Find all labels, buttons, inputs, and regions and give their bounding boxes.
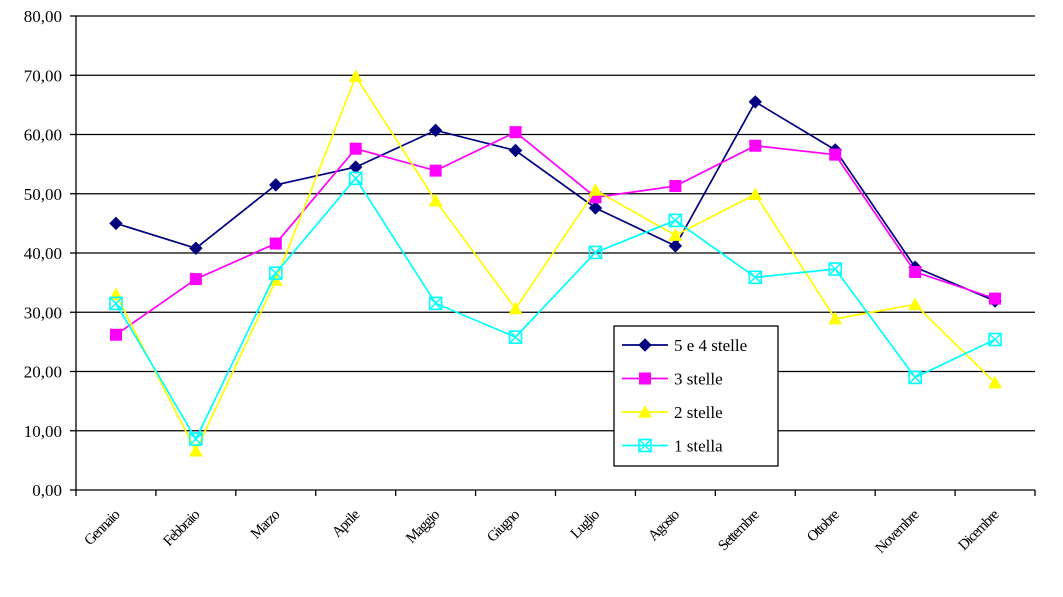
data-point [188, 443, 203, 457]
data-point [348, 69, 363, 83]
data-point [268, 266, 283, 280]
data-point [588, 201, 603, 215]
data-point [109, 216, 123, 231]
legend-item: 2 stelle [622, 403, 723, 422]
series-2 [109, 126, 1002, 341]
data-point [508, 330, 523, 344]
data-point [908, 297, 923, 311]
data-point [748, 270, 763, 285]
data-point [269, 237, 282, 250]
legend-swatch-marker [639, 372, 651, 385]
legend-swatch-marker [638, 338, 652, 352]
data-point [348, 171, 363, 186]
series-line [115, 74, 996, 453]
data-point [748, 95, 762, 109]
series-line [115, 176, 996, 441]
data-point [989, 292, 1002, 305]
y-tick-label: 10,00 [24, 422, 62, 441]
data-point [509, 126, 522, 139]
data-point [829, 148, 842, 161]
x-tick-label: Ottobre [804, 506, 843, 545]
data-point [668, 213, 683, 228]
x-tick-label: Aprile [329, 506, 363, 540]
data-point [189, 241, 203, 255]
legend: 5 e 4 stelle 3 stelle 2 stelle 1 stella [613, 325, 779, 467]
x-tick-label: Maggio [403, 507, 443, 547]
series-1 [109, 95, 1002, 308]
legend-item: 1 stella [622, 437, 723, 456]
y-tick-label: 80,00 [24, 7, 62, 26]
data-point [109, 328, 122, 341]
x-tick-label: Luglio [568, 507, 603, 542]
data-point [428, 193, 443, 207]
data-point [668, 228, 683, 241]
x-tick-label: Giugno [484, 507, 523, 546]
y-tick-label: 20,00 [24, 363, 62, 382]
data-point [349, 142, 362, 155]
series-4 [109, 171, 1002, 446]
y-tick-label: 0,00 [32, 481, 62, 500]
data-point [668, 239, 683, 253]
data-point [428, 296, 443, 311]
legend-label: 3 stelle [674, 370, 723, 389]
data-point [109, 296, 123, 311]
legend-item: 3 stelle [622, 370, 723, 389]
x-tick-label: Gennaio [81, 507, 123, 549]
y-tick-label: 50,00 [24, 185, 62, 204]
data-point [749, 139, 762, 152]
data-point [428, 123, 443, 138]
y-tick-label: 40,00 [24, 244, 62, 263]
legend-label: 5 e 4 stelle [674, 336, 747, 355]
series-3 [108, 69, 1003, 457]
data-point [189, 273, 202, 286]
data-point [269, 178, 283, 192]
x-tick-label: Febbraio [160, 507, 203, 550]
data-point [988, 332, 1002, 347]
legend-item: 5 e 4 stelle [622, 336, 747, 355]
legend-label: 1 stella [674, 437, 723, 456]
data-point [508, 301, 523, 315]
x-tick-label: Agosto [645, 507, 682, 544]
data-point [508, 143, 523, 158]
series-line [115, 131, 996, 336]
x-tick-label: Novembre [873, 506, 923, 556]
data-point [828, 262, 843, 276]
y-tick-label: 60,00 [24, 126, 62, 145]
legend-label: 2 stelle [674, 403, 723, 422]
series-line [115, 100, 996, 302]
data-point [669, 180, 682, 193]
x-tick-label: Settembre [715, 506, 763, 554]
data-point [828, 311, 843, 325]
gridlines [76, 15, 1035, 432]
legend-swatch-marker [638, 405, 652, 418]
data-point [588, 183, 603, 196]
y-tick-label: 30,00 [24, 303, 62, 322]
data-point [909, 265, 922, 278]
data-point [988, 375, 1003, 389]
x-tick-label: Marzo [248, 507, 283, 542]
legend-swatch-marker [638, 438, 652, 453]
x-tick-label: Dicembre [956, 506, 1003, 553]
data-point [748, 187, 763, 200]
y-tick-label: 70,00 [24, 66, 62, 85]
data-point [189, 432, 203, 446]
data-point [429, 164, 442, 177]
data-point [908, 370, 922, 385]
data-point [588, 245, 603, 260]
data-point [349, 160, 363, 174]
